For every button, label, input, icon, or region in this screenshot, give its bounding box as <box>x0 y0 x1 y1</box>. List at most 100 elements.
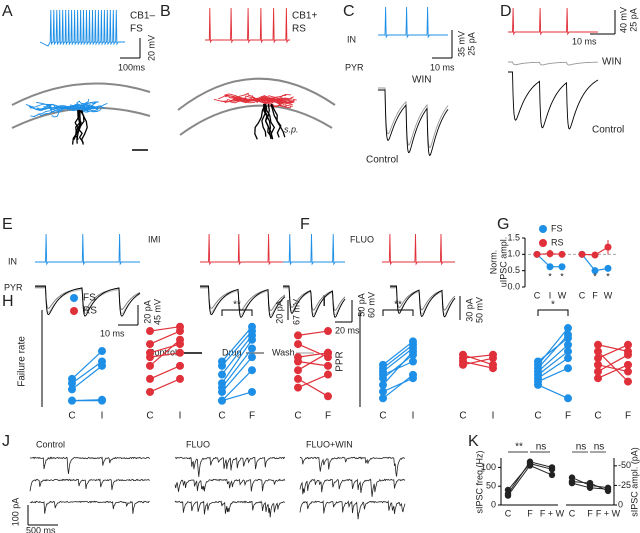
trace <box>205 7 290 44</box>
trace-label: WIN <box>602 57 621 68</box>
data-point <box>624 367 632 376</box>
pair-line <box>462 354 494 359</box>
scale-label: 100ms <box>118 62 146 72</box>
data-point <box>218 396 226 405</box>
cell-label: CB1– <box>130 11 155 22</box>
trace <box>35 285 141 317</box>
pair-line <box>382 340 414 366</box>
data-point <box>489 354 497 363</box>
data-point <box>594 374 602 383</box>
legend-marker <box>70 294 78 302</box>
y-tick-label: 0.5 <box>507 265 520 275</box>
x-tick-label: W <box>558 290 567 300</box>
trace <box>200 285 286 318</box>
trace <box>30 500 150 514</box>
condition-label: Control <box>36 439 65 449</box>
y-axis-label: Norm. <box>488 250 498 275</box>
pair-line <box>537 367 569 383</box>
neuron-dendrite <box>261 103 268 137</box>
data-point <box>68 385 76 394</box>
layer-boundary <box>179 104 333 136</box>
data-point <box>146 340 154 349</box>
data-point <box>564 394 572 403</box>
legend-label: RS <box>551 237 564 247</box>
x-tick-label: C <box>68 411 75 422</box>
data-point <box>624 377 632 386</box>
pair-line <box>462 354 494 366</box>
x-tick-label: I <box>179 411 182 422</box>
pair-line <box>537 344 569 372</box>
layer-boundary <box>177 77 336 111</box>
data-point <box>176 374 184 383</box>
panel-letter: J <box>2 433 10 450</box>
data-point <box>146 361 154 370</box>
panel-letter: G <box>497 216 509 233</box>
trace-label: Control <box>366 155 398 166</box>
data-point <box>564 324 572 333</box>
data-point <box>248 353 256 362</box>
x-tick-label: C <box>505 508 512 518</box>
legend-label: Wash <box>272 347 295 357</box>
trace <box>283 287 346 315</box>
neuron-branch <box>64 98 90 109</box>
pair-line <box>297 343 329 358</box>
neuron-branch <box>233 95 259 101</box>
data-point <box>294 366 302 375</box>
significance: * <box>548 271 552 281</box>
scale-label: 40 mV <box>618 7 628 33</box>
data-point <box>324 327 332 336</box>
scale-label: 35 mV <box>456 31 466 57</box>
trace <box>390 286 456 311</box>
pair-line <box>382 374 414 399</box>
data-point <box>324 370 332 379</box>
significance: * <box>606 271 610 281</box>
trace-label: IN <box>347 34 356 44</box>
data-point <box>504 492 512 499</box>
data-point <box>176 361 184 370</box>
pair-line <box>149 339 181 367</box>
layer-boundary <box>11 82 151 106</box>
pair-line <box>149 326 181 332</box>
x-tick-label: F <box>565 411 571 422</box>
significance: ns <box>576 442 587 453</box>
y-axis-label: uIPSC ampl. <box>498 237 508 288</box>
trace-label: Control <box>592 125 624 136</box>
trace <box>508 7 598 36</box>
pair-line <box>597 364 629 373</box>
y2-axis-label: sIPSC ampl. (pA) <box>629 447 639 517</box>
trace <box>174 478 286 492</box>
trace <box>283 286 346 311</box>
data-point <box>594 360 602 369</box>
panel-letter: D <box>500 3 512 20</box>
legend-label: FS <box>551 223 563 233</box>
scale-label: 45 mV <box>152 299 162 325</box>
significance: ns <box>594 442 605 453</box>
data-point <box>379 360 387 369</box>
panel-letter: K <box>468 433 479 450</box>
pair-line <box>71 350 103 380</box>
panel-letter: A <box>2 3 13 20</box>
significance: * <box>551 300 555 311</box>
pair-line <box>537 357 569 379</box>
data-point <box>146 327 154 336</box>
data-point <box>624 360 632 369</box>
neuron-dendrite <box>81 109 88 145</box>
trace <box>35 286 141 311</box>
pair-line <box>71 365 103 390</box>
data-point <box>564 354 572 363</box>
data-point <box>294 374 302 383</box>
data-point <box>324 348 332 357</box>
trace-label: IN <box>8 256 17 266</box>
data-point <box>564 340 572 349</box>
data-point <box>604 264 612 272</box>
neuron-dendrite <box>264 103 273 139</box>
data-point <box>379 380 387 389</box>
scale-label: 10 ms <box>100 328 125 338</box>
data-point <box>379 387 387 396</box>
pair-line <box>297 378 329 397</box>
data-point <box>68 396 76 405</box>
y-tick-label: 1.0 <box>507 249 520 259</box>
data-point <box>591 267 599 275</box>
x-tick-label: F <box>249 411 255 422</box>
data-point <box>594 340 602 349</box>
